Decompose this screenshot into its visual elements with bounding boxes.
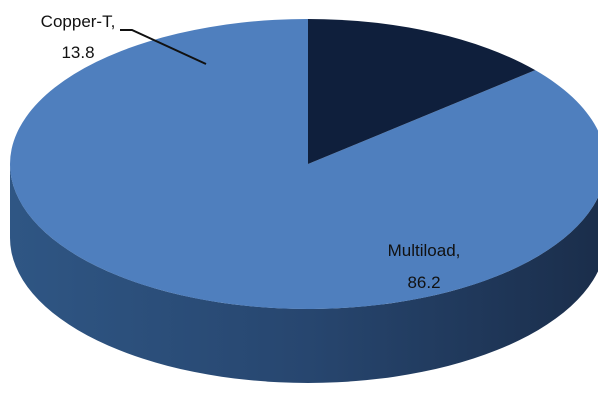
- leader-line-copper-t: [120, 29, 207, 65]
- pie-side-wall: [10, 164, 598, 383]
- slice-copper-t: [308, 19, 536, 164]
- data-label-multiload-name: Multiload,: [388, 241, 461, 260]
- data-label-multiload-value: 86.2: [407, 273, 440, 292]
- slice-multiload: [10, 19, 598, 309]
- data-label-copper-t-name: Copper-T,: [41, 12, 116, 31]
- data-label-copper-t-value: 13.8: [61, 43, 94, 62]
